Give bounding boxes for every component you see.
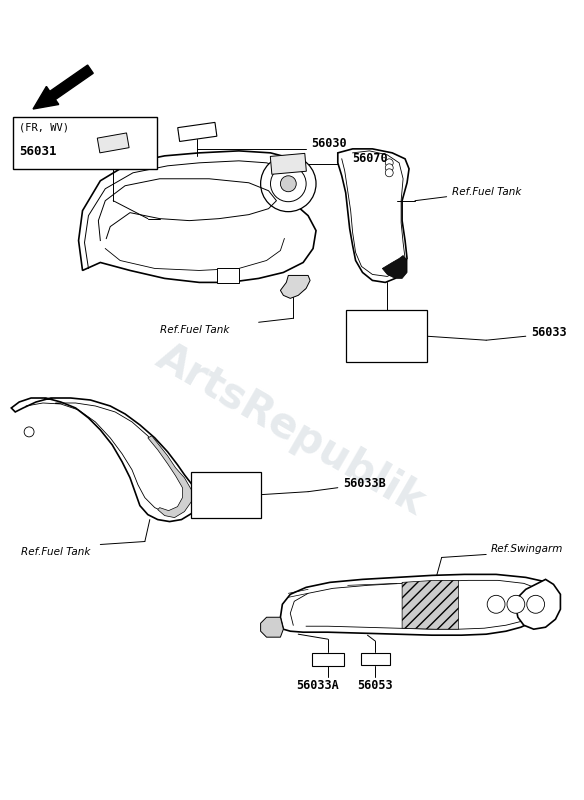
Bar [360,653,390,665]
Polygon shape [11,398,197,522]
Text: Ref.Fuel Tank: Ref.Fuel Tank [451,186,521,197]
Bar [312,653,344,666]
Polygon shape [280,275,310,298]
Text: ArtsRepublik: ArtsRepublik [148,336,432,524]
Polygon shape [280,574,555,635]
Bar [217,269,239,283]
Polygon shape [178,122,217,142]
Polygon shape [516,579,561,630]
Circle shape [24,427,34,437]
FancyArrow shape [33,65,93,109]
Text: 56070: 56070 [353,152,388,166]
Text: 56033B: 56033B [343,478,385,490]
Polygon shape [270,154,307,174]
Text: 56033A: 56033A [296,679,339,692]
Bar [192,472,260,518]
Polygon shape [98,133,129,153]
Text: 56030: 56030 [311,138,347,150]
Text: Ref.Swingarm: Ref.Swingarm [491,545,564,554]
Polygon shape [260,618,283,637]
Polygon shape [148,436,192,518]
Polygon shape [402,580,458,630]
Text: Ref.Fuel Tank: Ref.Fuel Tank [21,547,91,558]
Circle shape [487,595,505,614]
Text: 56031: 56031 [19,145,57,158]
Text: Ref.Fuel Tank: Ref.Fuel Tank [159,326,229,335]
Circle shape [260,156,316,212]
Circle shape [385,164,393,172]
Circle shape [385,159,393,167]
Text: 56053: 56053 [357,679,393,692]
Text: 56033: 56033 [531,326,566,338]
Bar [13,117,157,169]
Polygon shape [79,151,316,282]
Circle shape [270,166,306,202]
Bar [346,310,427,362]
Text: (FR, WV): (FR, WV) [19,123,69,133]
Circle shape [385,169,393,177]
Polygon shape [338,149,409,282]
Circle shape [280,176,296,192]
Polygon shape [383,255,407,278]
Circle shape [507,595,525,614]
Circle shape [527,595,545,614]
